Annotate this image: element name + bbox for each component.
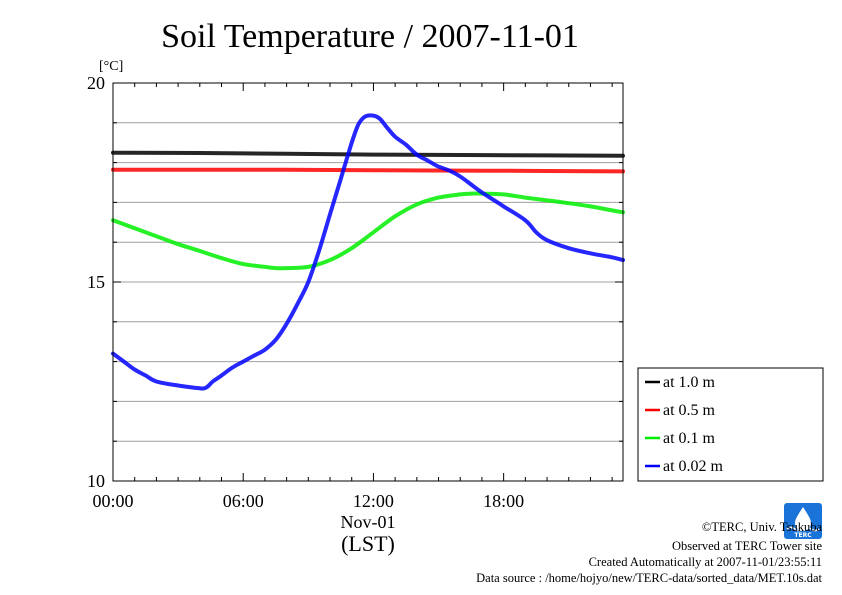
series-layer	[111, 113, 625, 391]
logo-text: TERC	[794, 532, 812, 539]
series-line-at-0-1-m	[111, 191, 625, 271]
x-tick-label: 06:00	[223, 491, 264, 511]
legend-label-at-0-02-m: at 0.02 m	[663, 458, 724, 475]
footer-site: Observed at TERC Tower site	[672, 539, 822, 553]
legend-label-at-0-1-m: at 0.1 m	[663, 430, 716, 447]
y-tick-label: 20	[87, 73, 105, 93]
plot-frame	[112, 82, 624, 482]
x-date-label: Nov-01	[341, 512, 396, 532]
legend-box	[637, 367, 824, 482]
x-axis-label: (LST)	[341, 531, 395, 556]
y-tick-label: 10	[87, 471, 105, 491]
x-tick-label: 18:00	[483, 491, 524, 511]
legend: at 1.0 m at 0.5 m at 0.1 m at 0.02 m	[637, 367, 824, 482]
x-tick-label: 12:00	[353, 491, 394, 511]
y-tick-label: 15	[87, 272, 105, 292]
series-line-at-0-02-m	[111, 113, 625, 391]
wave-icon	[786, 526, 820, 532]
y-unit-label: [°C]	[99, 59, 123, 74]
legend-label-at-0-5-m: at 0.5 m	[663, 402, 716, 419]
chart-title: Soil Temperature / 2007-11-01	[161, 18, 579, 55]
footer-source: Data source : /home/hojyo/new/TERC-data/…	[476, 571, 822, 585]
footer-copyright: ©TERC, Univ. Tsukuba	[702, 520, 823, 534]
terc-logo: TERC	[784, 503, 822, 539]
legend-label-at-1-0-m: at 1.0 m	[663, 374, 716, 391]
x-axis-ticks: 00:00 06:00 12:00 18:00	[92, 83, 613, 511]
series-line-at-1-0-m	[111, 150, 625, 158]
y-axis-ticks: 20 15 10	[87, 73, 623, 491]
series-line-at-0-5-m	[111, 167, 625, 174]
grid-lines	[113, 122, 623, 442]
footer-created: Created Automatically at 2007-11-01/23:5…	[589, 555, 822, 569]
drop-icon	[795, 507, 811, 531]
x-tick-label: 00:00	[92, 491, 133, 511]
